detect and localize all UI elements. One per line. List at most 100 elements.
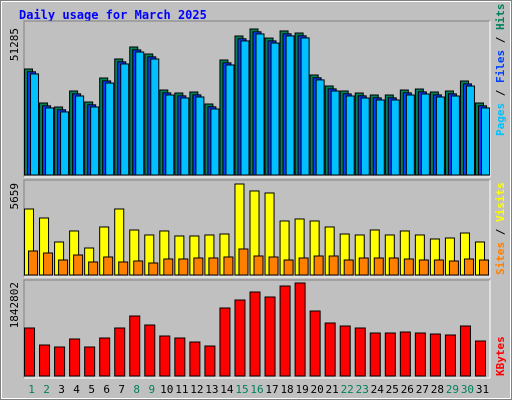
x-tick-label: 7 (118, 383, 125, 396)
bar (88, 261, 99, 276)
bar (103, 256, 114, 276)
panel-shadow (23, 20, 490, 177)
bar (345, 95, 355, 176)
bar (339, 325, 351, 377)
bar (420, 93, 430, 176)
bar (238, 248, 249, 276)
bar (330, 90, 340, 176)
bar (148, 262, 159, 276)
bar (90, 106, 100, 176)
bar (268, 256, 279, 276)
bar (418, 259, 429, 276)
legend-entry: Visits (494, 182, 507, 222)
bar (324, 322, 336, 377)
bar (369, 332, 381, 377)
bar (165, 94, 175, 176)
bar (24, 327, 36, 377)
bar (105, 82, 115, 176)
bar (300, 37, 310, 176)
x-tick-label: 3 (58, 383, 65, 396)
bar (373, 257, 384, 276)
legend: Sites / Visits (494, 182, 507, 275)
x-tick-label: 1 (28, 383, 35, 396)
bar (358, 257, 369, 276)
x-tick-label: 20 (311, 383, 324, 396)
bar (30, 73, 40, 176)
x-tick-label: 27 (416, 383, 429, 396)
bar (253, 255, 264, 276)
bar (354, 327, 366, 377)
panel-light (24, 280, 491, 379)
chart-title: Daily usage for March 2025 (19, 8, 207, 22)
bar (429, 333, 441, 377)
bar (208, 257, 219, 276)
x-tick-label: 22 (341, 383, 354, 396)
legend-entry: Pages (494, 103, 507, 136)
bar (225, 64, 235, 176)
bar (478, 259, 489, 276)
panel-shadow (23, 179, 490, 277)
legend-separator: / (494, 222, 507, 242)
bar (294, 282, 306, 377)
x-tick-label: 15 (235, 383, 248, 396)
bar (118, 261, 129, 276)
bar (28, 250, 39, 276)
x-tick-label: 5 (88, 383, 95, 396)
x-tick-label: 26 (401, 383, 414, 396)
bar (390, 99, 400, 176)
x-tick-label: 18 (280, 383, 293, 396)
bar (255, 33, 265, 176)
bar (84, 346, 96, 377)
bar (180, 97, 190, 176)
x-tick-label: 9 (148, 383, 155, 396)
bar (285, 35, 295, 176)
bar (99, 337, 111, 377)
x-tick-label: 24 (371, 383, 385, 396)
bar (60, 111, 70, 176)
bar (328, 255, 339, 276)
bar (360, 97, 370, 176)
legend-entry: KBytes (494, 336, 507, 376)
bar (444, 334, 456, 377)
legend-entry: Hits (494, 4, 507, 31)
bar (279, 285, 291, 377)
bar (58, 259, 69, 276)
x-tick-label: 2 (43, 383, 50, 396)
bar (39, 344, 51, 377)
panel-light (24, 21, 491, 178)
x-tick-label: 8 (133, 383, 140, 396)
bar (193, 257, 204, 276)
x-tick-label: 19 (295, 383, 308, 396)
bar (249, 291, 261, 377)
x-tick-label: 28 (431, 383, 444, 396)
x-tick-label: 13 (205, 383, 218, 396)
bar (189, 341, 201, 377)
bar (150, 58, 160, 176)
bar (210, 108, 220, 176)
bar (463, 258, 474, 276)
bar (75, 95, 85, 176)
bar (474, 340, 486, 377)
bar (403, 258, 414, 276)
x-tick-label: 11 (175, 383, 188, 396)
bar (73, 254, 84, 276)
bar (384, 332, 396, 377)
bar (195, 96, 205, 176)
x-tick-label: 25 (386, 383, 399, 396)
legend-entry: Files (494, 50, 507, 83)
x-tick-label: 4 (73, 383, 80, 396)
legend: Pages / Files / Hits (494, 4, 507, 137)
bar (204, 345, 216, 377)
panel-shadow (23, 279, 490, 378)
bar (270, 42, 280, 176)
x-tick-label: 29 (446, 383, 459, 396)
bar (375, 99, 385, 176)
legend-separator: / (494, 30, 507, 50)
bar (283, 259, 294, 276)
bar (54, 346, 66, 377)
x-tick-label: 17 (265, 383, 278, 396)
bar (298, 257, 309, 276)
bar (163, 258, 174, 276)
bar (465, 85, 475, 176)
